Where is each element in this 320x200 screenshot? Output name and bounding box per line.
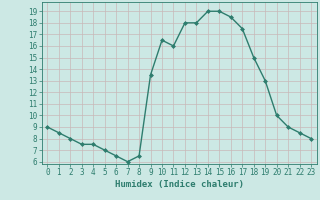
X-axis label: Humidex (Indice chaleur): Humidex (Indice chaleur)	[115, 180, 244, 189]
